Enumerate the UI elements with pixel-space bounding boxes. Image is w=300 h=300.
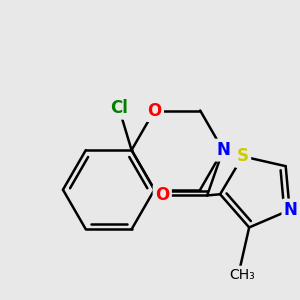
Text: N: N [284, 201, 298, 219]
Text: N: N [216, 141, 230, 159]
Text: S: S [237, 147, 249, 165]
Text: Cl: Cl [110, 99, 128, 117]
Text: CH₃: CH₃ [230, 268, 255, 282]
Text: O: O [155, 186, 169, 204]
Text: O: O [147, 101, 161, 119]
